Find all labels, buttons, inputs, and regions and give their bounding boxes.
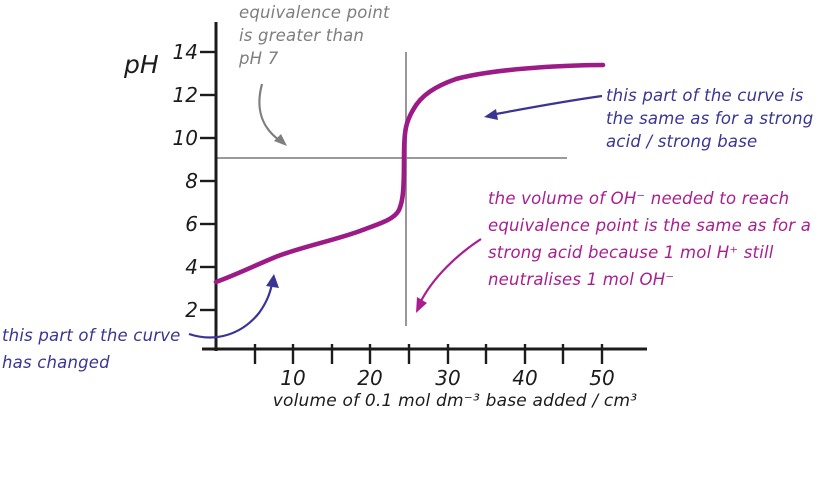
gray-arrow-head-icon: [274, 134, 287, 146]
y-tick-label-12: 12: [172, 83, 198, 107]
magenta-arrow-shaft: [419, 238, 482, 304]
x-tick-label-30: 30: [435, 366, 461, 390]
blue-arrow-top: [484, 94, 603, 120]
gray-annotation-arrow: [258, 83, 287, 146]
annotation-equivalence-point: equivalence point is greater than pH 7: [239, 3, 390, 68]
annotation-curve-same: this part of the curve is the same as fo…: [606, 86, 814, 151]
y-tick-label-6: 6: [185, 212, 198, 236]
x-tick-label-20: 20: [357, 366, 383, 390]
x-tick-label-40: 40: [512, 366, 538, 390]
blue-arrow-top-head-icon: [484, 109, 498, 120]
blue-arrow-bottom: [188, 274, 279, 339]
y-tick-label-2: 2: [185, 298, 198, 322]
blue-arrow-top-shaft: [495, 94, 603, 116]
blue-arrow-bottom-head-icon: [266, 274, 279, 288]
annotation-curve-changed: this part of the curve has changed: [2, 326, 181, 372]
x-axis-title: volume of 0.1 mol dm⁻³ base added / cm³: [272, 391, 638, 411]
y-axis-title: pH: [124, 50, 159, 79]
y-tick-label-10: 10: [172, 126, 198, 150]
gray-arrow-shaft: [258, 83, 280, 141]
y-tick-label-14: 14: [172, 40, 198, 64]
y-tick-label-8: 8: [185, 169, 198, 193]
axes: [200, 22, 647, 364]
y-tick-label-4: 4: [185, 255, 198, 279]
x-tick-label-50: 50: [589, 366, 615, 390]
magenta-annotation-arrow: [416, 238, 482, 313]
magenta-arrow-head-icon: [416, 297, 427, 313]
titration-curve: [213, 62, 606, 285]
annotation-volume-oh: the volume of OH⁻ needed to reach equiva…: [488, 189, 812, 289]
x-tick-label-10: 10: [280, 366, 306, 390]
blue-arrow-bottom-shaft: [188, 283, 274, 339]
